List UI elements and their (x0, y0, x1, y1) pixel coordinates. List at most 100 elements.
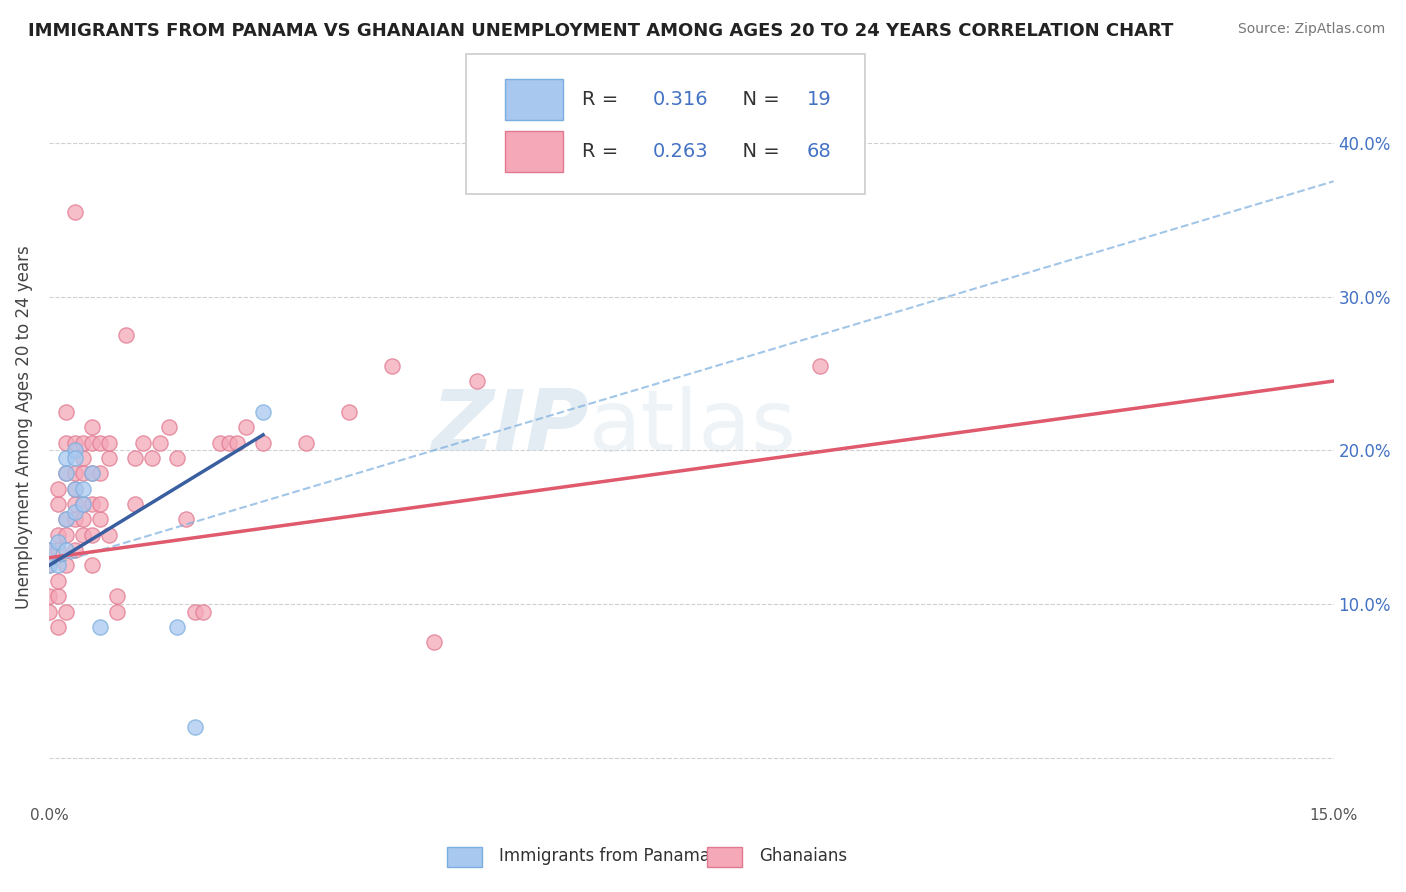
Point (55, 512, 77, 526)
Text: N =: N = (730, 142, 786, 161)
Point (72, 435, 94, 450)
Text: 0.263: 0.263 (652, 142, 709, 161)
Point (107, 589, 129, 603)
Point (124, 450, 146, 465)
Text: Source: ZipAtlas.com: Source: ZipAtlas.com (1237, 22, 1385, 37)
Point (46, 527, 69, 541)
Point (252, 435, 274, 450)
Text: ZIP: ZIP (430, 385, 589, 468)
Text: 0.316: 0.316 (652, 90, 709, 109)
Point (63, 450, 86, 465)
Point (55, 450, 77, 465)
Point (63, 482, 86, 496)
Point (380, 359, 402, 373)
Point (80, 497, 103, 511)
Point (38, 558, 60, 573)
Point (115, 328, 138, 343)
Point (107, 605, 129, 619)
Text: Ghanaians: Ghanaians (759, 847, 848, 865)
Point (46, 543, 69, 558)
Text: N =: N = (730, 90, 786, 109)
Point (72, 482, 94, 496)
FancyBboxPatch shape (505, 131, 562, 172)
Point (191, 605, 214, 619)
Point (72, 497, 94, 511)
Point (55, 467, 77, 481)
Point (141, 450, 163, 465)
Point (80, 527, 103, 541)
Point (423, 635, 446, 649)
Point (55, 405, 77, 419)
Text: IMMIGRANTS FROM PANAMA VS GHANAIAN UNEMPLOYMENT AMONG AGES 20 TO 24 YEARS CORREL: IMMIGRANTS FROM PANAMA VS GHANAIAN UNEMP… (28, 22, 1174, 40)
Point (63, 435, 86, 450)
Point (38, 543, 60, 558)
Point (46, 589, 69, 603)
Text: R =: R = (582, 90, 624, 109)
Point (63, 467, 86, 481)
Point (46, 558, 69, 573)
Text: 68: 68 (807, 142, 832, 161)
Point (55, 435, 77, 450)
Point (55, 605, 77, 619)
Point (55, 527, 77, 541)
Point (124, 497, 146, 511)
Point (132, 435, 155, 450)
Point (218, 435, 240, 450)
Point (46, 535, 69, 549)
Text: 19: 19 (807, 90, 832, 109)
Point (38, 589, 60, 603)
Point (38, 605, 60, 619)
Point (226, 435, 249, 450)
Point (183, 720, 205, 734)
Point (63, 543, 86, 558)
Point (166, 450, 188, 465)
Point (89, 497, 111, 511)
Point (80, 435, 103, 450)
Point (97, 527, 120, 541)
Point (337, 405, 360, 419)
Y-axis label: Unemployment Among Ages 20 to 24 years: Unemployment Among Ages 20 to 24 years (15, 245, 32, 609)
Point (38, 558, 60, 573)
Point (157, 420, 180, 434)
Point (295, 435, 318, 450)
Point (72, 497, 94, 511)
Point (55, 512, 77, 526)
Text: Immigrants from Panama: Immigrants from Panama (499, 847, 710, 865)
Point (55, 558, 77, 573)
Point (808, 359, 831, 373)
Point (89, 512, 111, 526)
Point (63, 205, 86, 219)
Point (209, 435, 232, 450)
Text: R =: R = (582, 142, 624, 161)
Point (149, 435, 172, 450)
Point (63, 512, 86, 526)
Point (80, 467, 103, 481)
Point (89, 620, 111, 634)
Point (72, 512, 94, 526)
Text: atlas: atlas (589, 385, 797, 468)
Point (235, 420, 257, 434)
Point (80, 558, 103, 573)
Point (72, 450, 94, 465)
Point (166, 620, 188, 634)
Point (97, 435, 120, 450)
Point (38, 543, 60, 558)
Point (46, 574, 69, 588)
Point (183, 605, 205, 619)
FancyBboxPatch shape (505, 78, 562, 120)
Point (63, 497, 86, 511)
Point (174, 512, 197, 526)
Point (63, 482, 86, 496)
Point (465, 374, 488, 388)
Point (46, 620, 69, 634)
Point (89, 467, 111, 481)
Point (55, 467, 77, 481)
Point (72, 467, 94, 481)
FancyBboxPatch shape (467, 54, 865, 194)
Point (80, 420, 103, 434)
Point (63, 505, 86, 519)
Point (89, 435, 111, 450)
Point (72, 527, 94, 541)
Point (80, 467, 103, 481)
Point (97, 450, 120, 465)
